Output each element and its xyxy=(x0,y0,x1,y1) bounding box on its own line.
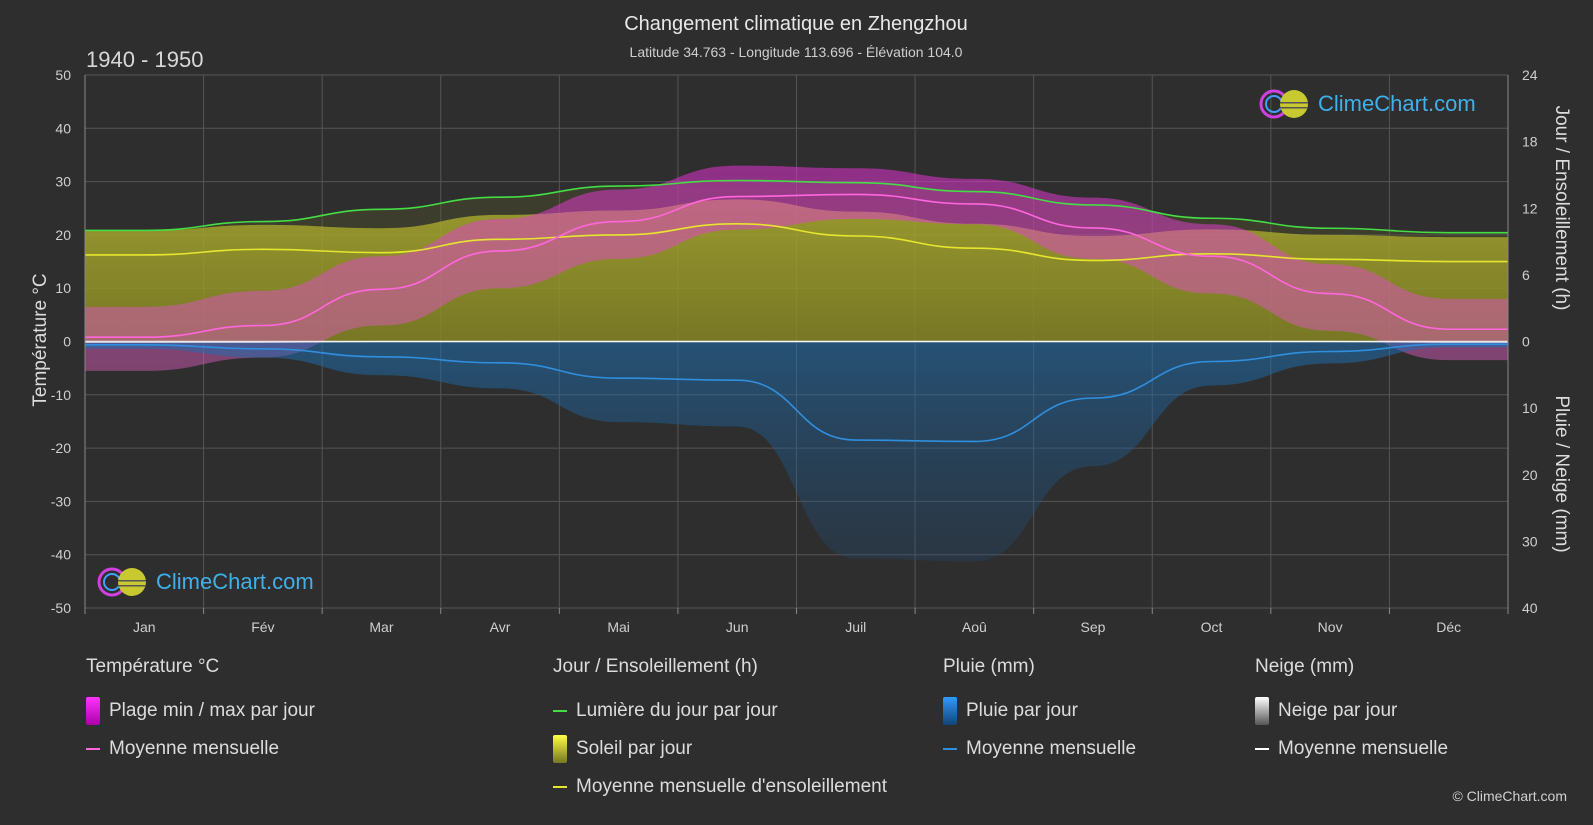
right-top-axis-label: Jour / Ensoleillement (h) xyxy=(1551,106,1572,311)
left-tick-label: 20 xyxy=(55,227,71,243)
sunshine-mean-line xyxy=(85,222,1508,263)
x-tick-label: Déc xyxy=(1436,619,1461,635)
right-top-tick-label: 6 xyxy=(1522,267,1530,283)
swatch-rain-mean xyxy=(943,748,957,750)
x-tick-label: Oct xyxy=(1201,619,1223,635)
left-tick-label: -10 xyxy=(51,387,71,403)
legend-item-label: Moyenne mensuelle xyxy=(1278,738,1449,759)
x-tick-label: Avr xyxy=(490,619,511,635)
data-lines xyxy=(85,179,1508,443)
rain-area xyxy=(85,341,1508,562)
right-top-tick-label: 18 xyxy=(1522,134,1538,150)
brand-name: ClimeChart.com xyxy=(156,569,314,594)
x-tick-label: Aoû xyxy=(962,619,987,635)
brand-logo-top[interactable]: ClimeChart.com xyxy=(1258,88,1476,120)
left-tick-label: -40 xyxy=(51,547,71,563)
swatch-snow xyxy=(1255,697,1269,725)
x-tick-label: Sep xyxy=(1080,619,1105,635)
swatch-temp-mean xyxy=(86,748,100,750)
climechart-logo-icon xyxy=(1259,89,1308,119)
legend-rain-title: Pluie (mm) xyxy=(943,656,1035,677)
right-top-tick-label: 24 xyxy=(1522,67,1538,83)
legend-item: Moyenne mensuelle d'ensoleillement xyxy=(553,768,887,806)
legend-snow: Neige (mm) Neige par jour Moyenne mensue… xyxy=(1255,656,1448,768)
climechart-logo-icon xyxy=(97,567,146,597)
swatch-daylight xyxy=(553,710,567,712)
left-tick-label: -50 xyxy=(51,600,71,616)
chart-subtitle: Latitude 34.763 - Longitude 113.696 - Él… xyxy=(630,44,963,60)
legend-sunshine: Jour / Ensoleillement (h) Lumière du jou… xyxy=(553,656,887,806)
left-tick-label: -30 xyxy=(51,493,71,509)
right-bottom-tick-label: 40 xyxy=(1522,600,1538,616)
x-tick-label: Jan xyxy=(133,619,156,635)
legend-item: Moyenne mensuelle xyxy=(86,730,315,768)
legend-item-label: Soleil par jour xyxy=(576,738,693,759)
left-axis-label: Température °C xyxy=(30,273,51,406)
swatch-rain xyxy=(943,697,957,725)
legend-item: Moyenne mensuelle xyxy=(1255,730,1448,768)
x-tick-label: Nov xyxy=(1318,619,1343,635)
legend-item-label: Plage min / max par jour xyxy=(109,700,315,721)
left-tick-label: 0 xyxy=(63,334,71,350)
legend-item-label: Moyenne mensuelle d'ensoleillement xyxy=(576,776,887,797)
snow-mean-line xyxy=(85,340,1508,343)
right-top-tick-label: 12 xyxy=(1522,200,1538,216)
legend-rain: Pluie (mm) Pluie par jour Moyenne mensue… xyxy=(943,656,1136,768)
brand-name: ClimeChart.com xyxy=(1318,91,1476,116)
left-tick-label: 10 xyxy=(55,280,71,296)
legend-snow-title: Neige (mm) xyxy=(1255,656,1355,677)
left-tick-label: 40 xyxy=(55,120,71,136)
swatch-temp-range xyxy=(86,697,100,725)
right-bottom-tick-label: 30 xyxy=(1522,533,1538,549)
right-top-tick-label: 0 xyxy=(1522,334,1530,350)
legend-item-label: Neige par jour xyxy=(1278,700,1398,721)
x-tick-label: Fév xyxy=(251,619,274,635)
left-tick-label: -20 xyxy=(51,440,71,456)
legend-item: Neige par jour xyxy=(1255,692,1448,730)
period-label: 1940 - 1950 xyxy=(86,47,203,72)
x-tick-label: Juil xyxy=(845,619,866,635)
swatch-sun-mean xyxy=(553,786,567,788)
legend-sunshine-title: Jour / Ensoleillement (h) xyxy=(553,656,758,677)
brand-logo-bottom[interactable]: ClimeChart.com xyxy=(96,566,314,598)
swatch-snow-mean xyxy=(1255,748,1269,750)
chart-title: Changement climatique en Zhengzhou xyxy=(624,13,968,35)
daylight-line xyxy=(85,179,1508,234)
legend-item: Pluie par jour xyxy=(943,692,1136,730)
legend-item-label: Moyenne mensuelle xyxy=(966,738,1137,759)
x-tick-label: Mai xyxy=(607,619,630,635)
right-bottom-tick-label: 10 xyxy=(1522,400,1538,416)
x-tick-label: Jun xyxy=(726,619,749,635)
right-bottom-tick-label: 20 xyxy=(1522,467,1538,483)
legend-item: Soleil par jour xyxy=(553,730,887,768)
temperature-range-area xyxy=(85,165,1508,371)
legend-item-label: Pluie par jour xyxy=(966,700,1078,721)
left-tick-label: 50 xyxy=(55,67,71,83)
legend-item: Moyenne mensuelle xyxy=(943,730,1136,768)
left-tick-label: 30 xyxy=(55,174,71,190)
legend-item: Lumière du jour par jour xyxy=(553,692,887,730)
legend-item-label: Lumière du jour par jour xyxy=(576,700,778,721)
copyright: © ClimeChart.com xyxy=(1452,788,1567,804)
axes: 50 40 30 20 10 0 -10 -20 -30 -40 -50 Jan Fév Mar Avr Ma… xyxy=(51,67,1538,635)
rain-mean-line xyxy=(85,343,1508,443)
right-bottom-axis-label: Pluie / Neige (mm) xyxy=(1551,395,1572,552)
legend-item: Plage min / max par jour xyxy=(86,692,315,730)
x-tick-label: Mar xyxy=(369,619,393,635)
swatch-sun xyxy=(553,735,567,763)
data-areas xyxy=(85,165,1508,562)
legend-temperature: Température °C Plage min / max par jour … xyxy=(86,656,315,768)
legend-item-label: Moyenne mensuelle xyxy=(109,738,280,759)
legend-temperature-title: Température °C xyxy=(86,656,220,677)
temperature-mean-line xyxy=(85,193,1508,339)
